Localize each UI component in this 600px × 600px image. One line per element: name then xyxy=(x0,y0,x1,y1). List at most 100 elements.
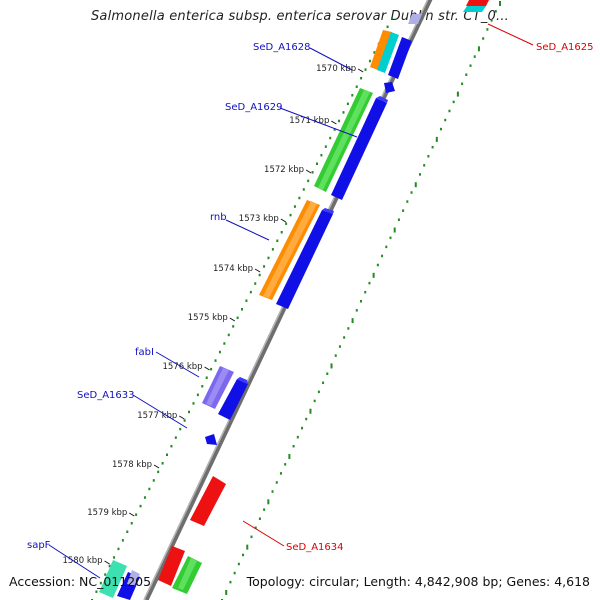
inner-ring-dot xyxy=(324,145,327,148)
gene-sed-a1625-arrow[interactable] xyxy=(463,0,490,12)
outer-ring-dot xyxy=(263,508,266,511)
outer-ring-dot xyxy=(486,28,489,31)
gene-label-sed-a1634[interactable]: SeD_A1634 xyxy=(286,542,344,553)
inner-ring-dot xyxy=(227,333,230,337)
gene-blue-small-1[interactable] xyxy=(384,82,395,93)
outer-ring-dot xyxy=(296,435,299,439)
gene-label-rnb[interactable]: rnb xyxy=(210,212,227,223)
tick-label: 1579 kbp xyxy=(87,508,127,518)
gene-sapf-feature[interactable] xyxy=(99,560,140,600)
outer-ring-dot xyxy=(364,290,367,294)
gene-sed-a1629-feature[interactable] xyxy=(314,88,373,192)
gene-features[interactable] xyxy=(99,0,490,600)
outer-ring-dot xyxy=(410,191,413,194)
gene-top-purple[interactable] xyxy=(408,14,422,24)
inner-ring-dot xyxy=(157,470,160,474)
inner-ring-dot xyxy=(298,196,301,200)
inner-dot-ring xyxy=(91,17,393,600)
gene-label-group: SeD_A1628 SeD_A1629 rnb fabI SeD_A1633 s… xyxy=(27,42,594,553)
tick-mark xyxy=(357,68,364,73)
inner-ring-dot xyxy=(241,308,243,311)
gene-blue-small-2[interactable] xyxy=(205,434,217,445)
inner-ring-dot xyxy=(307,179,310,183)
gene-label-sapf[interactable]: sapF xyxy=(27,540,51,551)
gene-sed-a1634-area[interactable] xyxy=(158,546,202,594)
outer-ring-dot xyxy=(427,155,430,158)
gene-blue-arrow-3[interactable] xyxy=(276,208,334,309)
inner-ring-dot xyxy=(210,367,213,371)
gene-rnb-feature[interactable] xyxy=(259,200,320,300)
inner-ring-dot xyxy=(280,230,283,234)
outer-ring-dot xyxy=(414,182,417,188)
accession-label: Accession: NC_011205 xyxy=(9,574,152,589)
gene-red-arrow-1[interactable] xyxy=(190,476,226,526)
outer-ring-dot xyxy=(330,363,333,369)
outer-ring-dot xyxy=(499,1,501,6)
outer-ring-dot xyxy=(456,91,459,97)
inner-ring-dot xyxy=(245,299,248,302)
outer-ring-dot xyxy=(393,227,396,233)
gene-blue-arrow-4[interactable] xyxy=(218,377,248,420)
gene-label-fabi[interactable]: fabI xyxy=(135,347,154,358)
inner-ring-dot xyxy=(130,521,133,525)
inner-ring-dot xyxy=(338,119,341,123)
tick-mark xyxy=(104,560,110,565)
outer-ring-dot xyxy=(477,46,480,52)
inner-ring-dot xyxy=(95,590,98,593)
tick-label: 1571 kbp xyxy=(289,116,329,126)
inner-ring-dot xyxy=(373,51,376,54)
inner-ring-dot xyxy=(99,581,102,585)
outer-ring-dot xyxy=(452,100,455,104)
outer-ring-dot xyxy=(397,218,400,221)
map-title: Salmonella enterica subsp. enterica sero… xyxy=(90,9,509,24)
outer-ring-dot xyxy=(494,10,497,13)
outer-ring-dot xyxy=(305,417,308,421)
outer-ring-dot xyxy=(322,381,325,385)
genome-stats: Topology: circular; Length: 4,842,908 bp… xyxy=(246,574,590,589)
inner-ring-dot xyxy=(320,153,323,157)
outer-ring-dot xyxy=(229,580,232,584)
outer-ring-dot xyxy=(389,236,392,240)
gene-sed-a1628-feature[interactable] xyxy=(370,30,399,73)
inner-ring-dot xyxy=(329,136,332,140)
outer-ring-dot xyxy=(301,426,304,430)
inner-ring-dot xyxy=(391,17,393,20)
outer-ring-dot xyxy=(435,136,438,142)
gene-blue-arrow-1[interactable] xyxy=(388,37,412,79)
inner-ring-dot xyxy=(143,496,146,499)
outer-ring-dot xyxy=(473,55,476,58)
inner-ring-dot xyxy=(351,94,354,97)
outer-ring-dot xyxy=(465,73,468,76)
tick-mark xyxy=(280,218,287,223)
gene-label-sed-a1629[interactable]: SeD_A1629 xyxy=(225,102,283,113)
inner-ring-dot xyxy=(346,102,349,106)
tick-label: 1580 kbp xyxy=(62,556,102,566)
outer-ring-dot xyxy=(254,526,257,530)
gene-label-sed-a1633[interactable]: SeD_A1633 xyxy=(77,390,135,401)
outer-ring-dot xyxy=(347,327,350,330)
gene-label-sed-a1628[interactable]: SeD_A1628 xyxy=(253,42,311,53)
outer-ring-dot xyxy=(334,354,337,357)
inner-ring-dot xyxy=(113,556,116,559)
outer-ring-dot xyxy=(267,499,270,505)
outer-ring-dot xyxy=(448,109,451,113)
tick-mark xyxy=(153,464,160,469)
outer-ring-dot xyxy=(469,64,472,67)
gene-blue-arrow-2[interactable] xyxy=(331,96,388,200)
outer-ring-dot xyxy=(338,345,341,348)
outer-ring-dot xyxy=(313,399,316,403)
label-lines xyxy=(48,23,534,579)
inner-ring-dot xyxy=(196,393,199,397)
inner-ring-dot xyxy=(166,453,168,456)
inner-ring-dot xyxy=(267,256,270,260)
outer-ring-dot xyxy=(444,118,447,122)
tick-label: 1573 kbp xyxy=(239,214,279,224)
gene-label-sed-a1625[interactable]: SeD_A1625 xyxy=(536,42,594,53)
gene-fabi-feature[interactable] xyxy=(202,366,234,409)
outer-ring-dot xyxy=(258,517,261,520)
tick-label: 1572 kbp xyxy=(264,165,304,175)
inner-ring-dot xyxy=(276,239,279,243)
outer-ring-dot xyxy=(372,272,375,278)
outer-ring-dot xyxy=(275,481,278,484)
